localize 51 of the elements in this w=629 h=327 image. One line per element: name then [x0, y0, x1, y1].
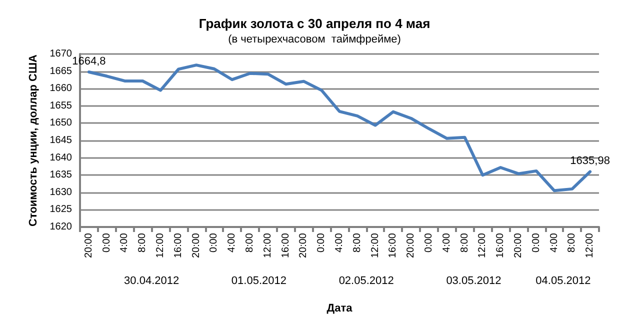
text: 02.05.2012	[338, 275, 394, 287]
x-tick-label: 20:00	[83, 232, 94, 258]
x-tick-label: 20:00	[298, 232, 310, 258]
text: 04.05.2012	[536, 275, 591, 287]
x-tick-label: 0:00	[530, 232, 542, 252]
x-tick-label: 16:00	[495, 232, 506, 258]
x-tick-label: 0:00	[208, 232, 220, 252]
y-tick-label: 1630	[50, 186, 72, 198]
x-tick-label: 8:00	[459, 232, 470, 252]
x-tick-label: 8:00	[352, 232, 363, 252]
x-tick-label: 12:00	[155, 232, 166, 258]
y-tick-label: 1660	[50, 83, 72, 94]
x-tick-label: 0:00	[316, 232, 328, 252]
y-tick-label: 1635	[50, 170, 72, 181]
x-tick-label: 4:00	[226, 232, 238, 252]
y-tick-label: 1650	[50, 118, 72, 129]
x-tick-label: 8:00	[566, 232, 578, 252]
x-axis-title: Дата	[326, 302, 354, 314]
x-tick-label: 16:00	[388, 232, 399, 258]
x-tick-label: 8:00	[244, 232, 256, 252]
x-tick-label: 16:00	[172, 232, 184, 258]
x-tick-label: 4:00	[334, 232, 345, 252]
y-axis-title: Стоимость унции, доллар США	[27, 54, 40, 226]
chart-title: График золота с 30 апреля по 4 мая	[198, 16, 430, 31]
y-tick-label: 1665	[50, 66, 72, 77]
data-label: 1635,98	[570, 155, 610, 168]
x-tick-label: 12:00	[262, 232, 274, 258]
y-tick-label: 1655	[50, 100, 72, 112]
x-tick-label: 12:00	[477, 232, 488, 258]
x-tick-label: 4:00	[119, 232, 130, 252]
text: 01.05.2012	[231, 275, 286, 287]
x-tick-label: 20:00	[512, 232, 524, 258]
x-tick-label: 16:00	[280, 232, 292, 258]
x-tick-label: 0:00	[101, 232, 112, 252]
x-tick-label: 4:00	[441, 232, 452, 252]
x-tick-label: 12:00	[584, 232, 596, 258]
x-tick-label: 20:00	[190, 232, 202, 258]
y-tick-label: 1670	[50, 48, 72, 60]
y-tick-label: 1640	[50, 152, 72, 164]
y-tick-label: 1645	[50, 135, 72, 146]
y-tick-label: 1625	[50, 204, 72, 216]
x-tick-label: 20:00	[406, 232, 417, 258]
chart-subtitle: (в четырехчасовом таймфрейме)	[228, 34, 401, 46]
x-tick-label: 12:00	[370, 232, 381, 258]
x-tick-label: 0:00	[423, 232, 434, 252]
x-tick-label: 4:00	[548, 232, 560, 252]
text: 30.04.2012	[124, 275, 180, 287]
x-tick-label: 8:00	[137, 232, 148, 252]
y-tick-label: 1620	[50, 222, 72, 232]
data-label: 1664,8	[72, 55, 106, 68]
text: 03.05.2012	[446, 275, 502, 287]
